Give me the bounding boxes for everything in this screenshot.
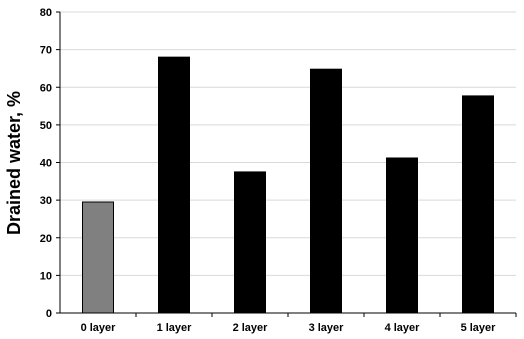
- y-tick-label-50: 50: [40, 120, 52, 132]
- bar-2: [234, 171, 266, 314]
- bar-3: [310, 68, 342, 314]
- bar-5: [462, 95, 494, 314]
- x-category-labels: 0 layer 1 layer 2 layer 3 layer 4 layer 5 lay…: [81, 313, 517, 334]
- bar-4: [386, 157, 418, 314]
- x-category-label-3: 3 layer: [309, 322, 345, 334]
- x-category-label-2: 2 layer: [233, 322, 269, 334]
- y-tick-label-0: 0: [46, 308, 52, 320]
- bar-0: [82, 201, 114, 314]
- y-tick-label-80: 80: [40, 7, 52, 19]
- x-category-label-5: 5 layer: [461, 322, 497, 334]
- y-tick-label-70: 70: [40, 45, 52, 57]
- gridlines: [60, 11, 516, 276]
- y-tick-label-30: 30: [40, 195, 52, 207]
- bar-1: [158, 56, 190, 314]
- y-tick-labels: 0 10 20 30 40 50 60 70 80: [40, 7, 60, 320]
- bars: [82, 56, 494, 314]
- y-tick-label-20: 20: [40, 233, 52, 245]
- x-category-label-0: 0 layer: [81, 322, 117, 334]
- x-category-label-4: 4 layer: [385, 322, 421, 334]
- y-tick-label-40: 40: [40, 158, 52, 170]
- y-axis-title: Drained water, %: [4, 91, 24, 235]
- y-tick-label-60: 60: [40, 82, 52, 94]
- x-category-label-1: 1 layer: [157, 322, 193, 334]
- y-tick-label-10: 10: [40, 270, 52, 282]
